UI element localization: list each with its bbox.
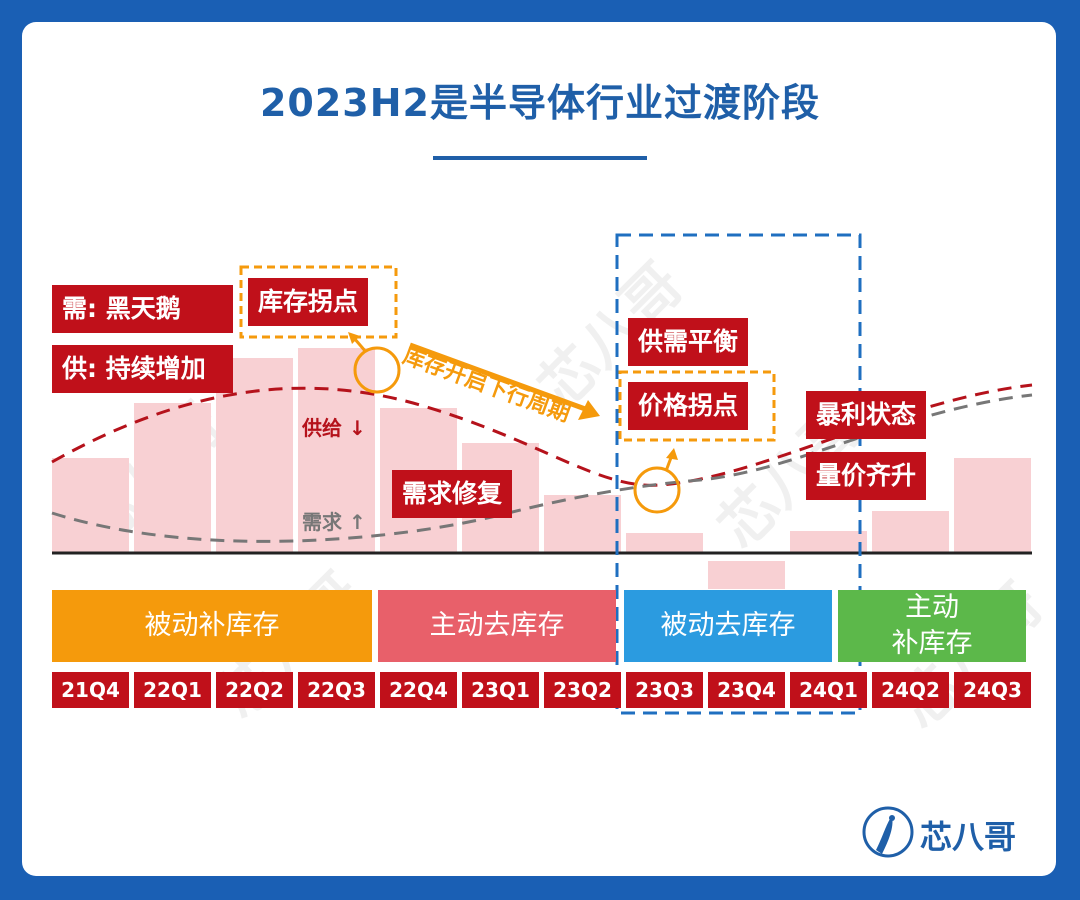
phase-label: 被动去库存 [660,610,796,641]
phase-passive-restock: 被动补库存 [52,590,372,662]
quarter-label-23Q3: 23Q3 [626,672,703,708]
bird-logo-icon [862,806,914,858]
quarter-label-23Q4: 23Q4 [708,672,785,708]
price-turn-marker [633,466,681,514]
title-underline [433,156,647,160]
label-supply-down: 供给 ↓ [302,416,366,440]
label-supply-increasing: 供: 持续增加 [52,345,233,393]
quarter-label-23Q2: 23Q2 [544,672,621,708]
inventory-bar-23Q4 [708,561,785,589]
inventory-bar-22Q1 [134,403,211,553]
inventory-bar-22Q3 [298,348,375,553]
quarter-label-24Q2: 24Q2 [872,672,949,708]
inventory-bar-21Q4 [52,458,129,553]
phase-active-restock: 主动 补库存 [838,590,1026,662]
label-profit-state: 暴利状态 [806,391,927,439]
inventory-turn-pointer [352,337,368,353]
downcycle-arrow-line [409,342,589,413]
brand-logo-text: 芯八哥 [920,818,1017,856]
label-price-turn: 价格拐点 [628,382,749,430]
inventory-bar-23Q3 [626,533,703,553]
price-turn-box [618,370,776,442]
phase-active-destock: 主动去库存 [378,590,616,662]
inventory-turn-box [239,265,398,339]
downcycle-arrow-head [578,400,600,420]
label-demand-up: 需求 ↑ [302,510,366,534]
quarter-label-22Q2: 22Q2 [216,672,293,708]
inventory-bar-24Q2 [872,511,949,553]
label-demand-repair: 需求修复 [392,470,513,518]
phase-label: 被动补库存 [144,610,280,641]
quarter-label-24Q3: 24Q3 [954,672,1031,708]
quarter-label-23Q1: 23Q1 [462,672,539,708]
phase-passive-destock: 被动去库存 [624,590,832,662]
inventory-turn-marker [353,346,401,394]
page-title: 2023H2是半导体行业过渡阶段 [259,81,820,125]
quarter-label-22Q3: 22Q3 [298,672,375,708]
quarter-label-22Q1: 22Q1 [134,672,211,708]
quarter-label-22Q4: 22Q4 [380,672,457,708]
phase-label: 主动去库存 [429,610,565,641]
label-volume-price-rise: 量价齐升 [806,452,927,500]
inventory-bar-24Q3 [954,458,1031,553]
label-demand-black-swan: 需: 黑天鹅 [52,285,233,333]
quarter-label-21Q4: 21Q4 [52,672,129,708]
label-supply-demand-balance: 供需平衡 [628,318,749,366]
quarter-label-24Q1: 24Q1 [790,672,867,708]
label-inventory-turn: 库存拐点 [248,278,369,326]
inventory-bar-24Q1 [790,531,867,553]
h2-highlight-box [615,233,862,715]
inventory-bar-23Q2 [544,495,621,553]
phase-label: 主动 补库存 [891,592,973,659]
